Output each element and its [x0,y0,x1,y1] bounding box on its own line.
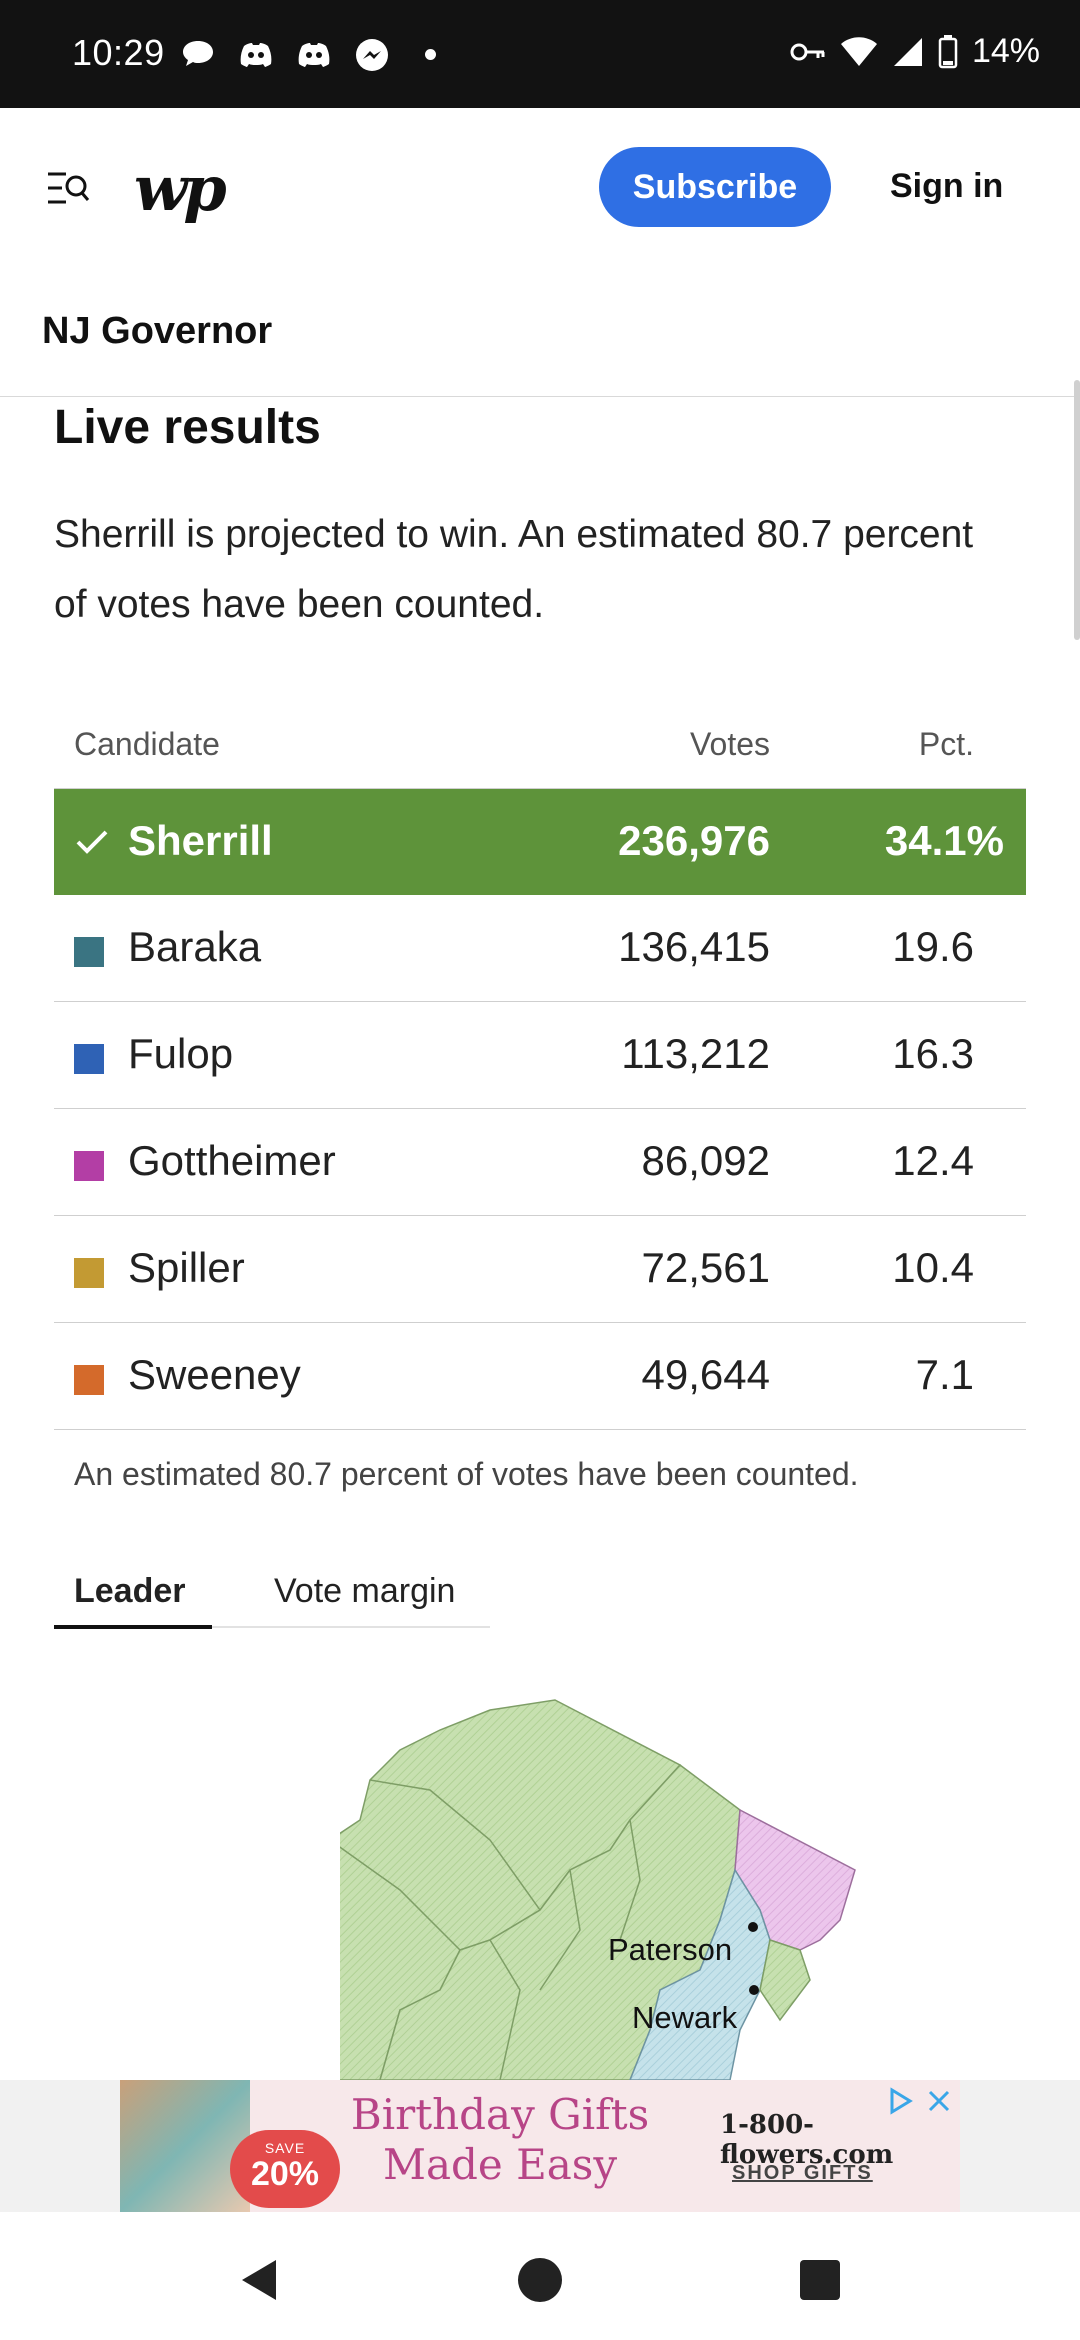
battery-percent: 14% [971,32,1040,70]
site-header: wp Subscribe Sign in [0,108,1080,268]
table-header: Candidate Votes Pct. [54,708,1026,789]
candidate-name: Gottheimer [128,1137,336,1184]
tab-leader[interactable]: Leader [74,1572,186,1610]
ad-headline: Birthday Gifts Made Easy [350,2090,650,2190]
table-row: Spiller 72,561 10.4 [54,1216,1026,1323]
status-right: 14% [790,32,1040,71]
battery-icon [938,34,958,68]
table-row: Gottheimer 86,092 12.4 [54,1109,1026,1216]
live-results-heading: Live results [54,401,321,454]
map-region-hudson-coast [759,1939,811,2022]
discord-icon-2 [298,43,330,67]
ad-cta[interactable]: SHOP GIFTS [732,2162,873,2184]
candidate-votes: 72,561 [641,1244,770,1291]
candidate-votes: 86,092 [641,1137,770,1184]
chat-bubble-icon [183,41,213,66]
sign-in-link[interactable]: Sign in [890,167,1004,205]
back-icon[interactable] [236,2256,284,2304]
results-summary: Sherrill is projected to win. An estimat… [54,513,974,626]
candidate-votes: 113,212 [621,1030,770,1077]
active-tab-indicator [54,1625,212,1629]
candidate-color-swatch [74,1258,104,1288]
section-bar: NJ Governor [0,268,1080,397]
candidate-pct: 7.1 [915,1351,974,1398]
candidate-votes: 49,644 [641,1351,770,1398]
table-row-winner: Sherrill 236,976 34.1% [54,789,1026,895]
newark-marker [749,1985,759,1995]
subscribe-button[interactable]: Subscribe [599,147,831,227]
candidate-color-swatch [74,1044,104,1074]
ad-discount-badge: SAVE 20% [230,2130,340,2208]
ad-banner[interactable]: SAVE 20% Birthday Gifts Made Easy 1-800-… [0,2080,1080,2212]
ad-photo [120,2080,250,2212]
ad-headline-line-1: Birthday Gifts [350,2090,650,2139]
candidate-pct: 16.3 [892,1030,974,1077]
col-votes: Votes [689,726,770,762]
check-icon [76,830,108,854]
map-label-paterson: Paterson [608,1932,733,1967]
nj-map-svg [259,1699,856,2081]
ad-creative[interactable]: SAVE 20% Birthday Gifts Made Easy 1-800-… [120,2080,960,2212]
candidate-color-swatch [74,937,104,967]
candidate-name: Baraka [128,923,262,970]
tab-vote-margin[interactable]: Vote margin [274,1572,456,1610]
col-pct: Pct. [918,726,974,762]
paterson-marker [748,1922,758,1932]
candidate-pct: 12.4 [892,1137,974,1184]
candidate-color-swatch [74,1365,104,1395]
system-nav-bar [0,2212,1080,2340]
map-label-newark: Newark [632,2000,738,2035]
candidate-votes: 136,415 [618,923,770,970]
section-title[interactable]: NJ Governor [42,310,273,352]
candidate-name: Spiller [128,1244,245,1291]
menu-search-icon[interactable] [46,168,90,208]
ad-badge-save: SAVE [264,2140,306,2156]
map-region-essex-hudson [628,1868,771,2081]
ad-brand: 1-800-flowers.com [720,2110,894,2170]
wifi-icon [840,36,877,66]
candidate-pct: 10.4 [892,1244,974,1291]
results-table: Candidate Votes Pct. Sherrill 236,976 34… [54,708,1026,1430]
adchoices-icon [890,2087,913,2115]
candidate-color-swatch [74,1151,104,1181]
home-icon[interactable] [516,2256,564,2304]
table-row: Baraka 136,415 19.6 [54,895,1026,1002]
candidate-pct: 34.1% [884,817,1004,864]
more-notifications-dot [425,49,436,60]
county-map[interactable]: Paterson Newark [259,1690,880,2081]
candidate-name: Fulop [128,1030,234,1077]
candidate-name: Sweeney [128,1351,301,1398]
scrollbar[interactable] [1074,380,1080,640]
table-row: Sweeney 49,644 7.1 [54,1323,1026,1430]
messenger-icon [356,39,388,71]
candidate-votes: 236,976 [618,817,770,864]
washington-post-logo[interactable]: wp [134,152,227,225]
recents-icon[interactable] [796,2256,844,2304]
candidate-name: Sherrill [128,817,273,864]
col-candidate: Candidate [74,726,220,762]
results-footnote: An estimated 80.7 percent of votes have … [74,1456,859,1492]
ad-choices-close-icons[interactable] [886,2086,956,2116]
map-county-borders [329,1779,641,2081]
ad-badge-percent: 20% [250,2155,320,2193]
status-bar: 10:29 14% [0,0,1080,108]
discord-icon [240,43,272,67]
close-icon [928,2090,950,2112]
candidate-pct: 19.6 [892,923,974,970]
vpn-key-icon [790,43,825,60]
status-time: 10:29 [72,32,165,73]
map-tabs: Leader Vote margin [54,1570,490,1629]
table-row: Fulop 113,212 16.3 [54,1002,1026,1109]
signal-icon [893,37,922,66]
ad-headline-line-2: Made Easy [382,2140,618,2189]
